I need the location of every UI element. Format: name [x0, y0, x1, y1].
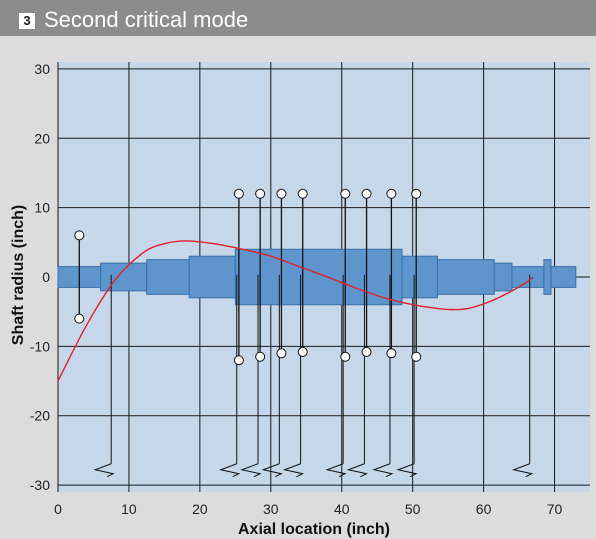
disk-bottom-marker	[74, 313, 85, 324]
shaft-section	[234, 248, 403, 306]
bearing-spring	[325, 274, 347, 478]
shaft-section	[188, 255, 236, 299]
y-tick-label: 30	[34, 61, 50, 77]
bearing-spring	[219, 274, 241, 478]
bearing-spring	[372, 274, 394, 478]
disk-bottom-marker	[386, 348, 397, 359]
spring-zigzag	[511, 463, 534, 478]
disk-bottom-marker	[255, 351, 266, 362]
x-tick-label: 50	[405, 501, 421, 517]
x-tick-label: 70	[547, 501, 563, 517]
spring-zigzag	[396, 463, 418, 478]
disk-top-marker	[255, 188, 266, 199]
disk-top-marker	[340, 188, 351, 199]
y-tick-label: -20	[30, 408, 50, 424]
y-tick-label: -10	[30, 338, 50, 354]
spring-zigzag	[325, 463, 347, 478]
spring-zigzag	[240, 463, 262, 478]
x-tick-label: 10	[121, 501, 137, 517]
shaft	[57, 248, 577, 306]
disk-marker	[411, 188, 422, 362]
bearing-spring	[282, 274, 305, 478]
disk-marker	[255, 188, 266, 362]
shaft-section	[550, 266, 577, 288]
section-title: Second critical mode	[44, 7, 249, 32]
y-axis-label: Shaft radius (inch)	[10, 205, 27, 345]
disk-bottom-marker	[297, 346, 308, 357]
x-axis-label: Axial location (inch)	[238, 521, 390, 538]
bearing-spring	[511, 274, 534, 478]
x-tick-label: 30	[263, 501, 279, 517]
disk-top-marker	[361, 188, 372, 199]
bearing-spring	[240, 274, 262, 478]
disk-top-marker	[386, 188, 397, 199]
disk-marker	[297, 188, 308, 357]
shaft-section	[100, 262, 148, 292]
disk-marker	[386, 188, 397, 359]
disk-bottom-marker	[340, 351, 351, 362]
spring-zigzag	[219, 463, 241, 478]
disk-bottom-marker	[233, 355, 244, 366]
section-header: 3 Second critical mode	[0, 0, 596, 36]
disk-bottom-marker	[361, 346, 372, 357]
y-tick-label: 20	[34, 130, 50, 146]
disk-top-marker	[276, 188, 287, 199]
y-tick-label: -30	[30, 477, 50, 493]
disk-bottom-marker	[276, 348, 287, 359]
disk-marker	[340, 188, 351, 362]
spring-zigzag	[282, 463, 305, 478]
disk-marker	[74, 230, 85, 324]
bearing-spring	[261, 274, 283, 478]
y-tick-label: 0	[42, 269, 50, 285]
bearing-spring	[93, 274, 115, 478]
x-tick-label: 40	[334, 501, 350, 517]
shaft-section	[146, 259, 190, 295]
spring-zigzag	[261, 463, 283, 478]
disk-top-marker	[297, 188, 308, 199]
spring-zigzag	[372, 463, 394, 478]
disk-marker	[276, 188, 287, 359]
mode-shape-plot: 0 10 20 30 40 50 60 70 30 20 10 0 -10 -20 -30 Axial loc…	[10, 61, 590, 538]
disk-top-marker	[411, 188, 422, 199]
shaft-section	[543, 259, 552, 295]
shaft-section	[401, 255, 438, 299]
shaft-section	[511, 266, 545, 288]
bearing-spring	[396, 274, 418, 478]
disk-marker	[233, 188, 244, 366]
x-tick-label: 60	[476, 501, 492, 517]
mode-shape-curve	[57, 240, 534, 382]
spring-zigzag	[346, 463, 368, 478]
disk-marker	[361, 188, 372, 357]
x-tick-label: 20	[192, 501, 208, 517]
disk-top-marker	[74, 230, 85, 241]
plot-panel: 0 10 20 30 40 50 60 70 30 20 10 0 -10 -20 -30 Axial loc…	[0, 36, 596, 539]
disk-top-marker	[233, 188, 244, 199]
section-number-badge: 3	[19, 13, 35, 29]
x-tick-label: 0	[54, 501, 62, 517]
disk-bottom-marker	[411, 351, 422, 362]
shaft-section	[436, 259, 495, 295]
spring-zigzag	[93, 463, 115, 478]
bearing-spring	[346, 274, 368, 478]
shaft-section	[493, 262, 513, 292]
y-tick-label: 10	[34, 200, 50, 216]
